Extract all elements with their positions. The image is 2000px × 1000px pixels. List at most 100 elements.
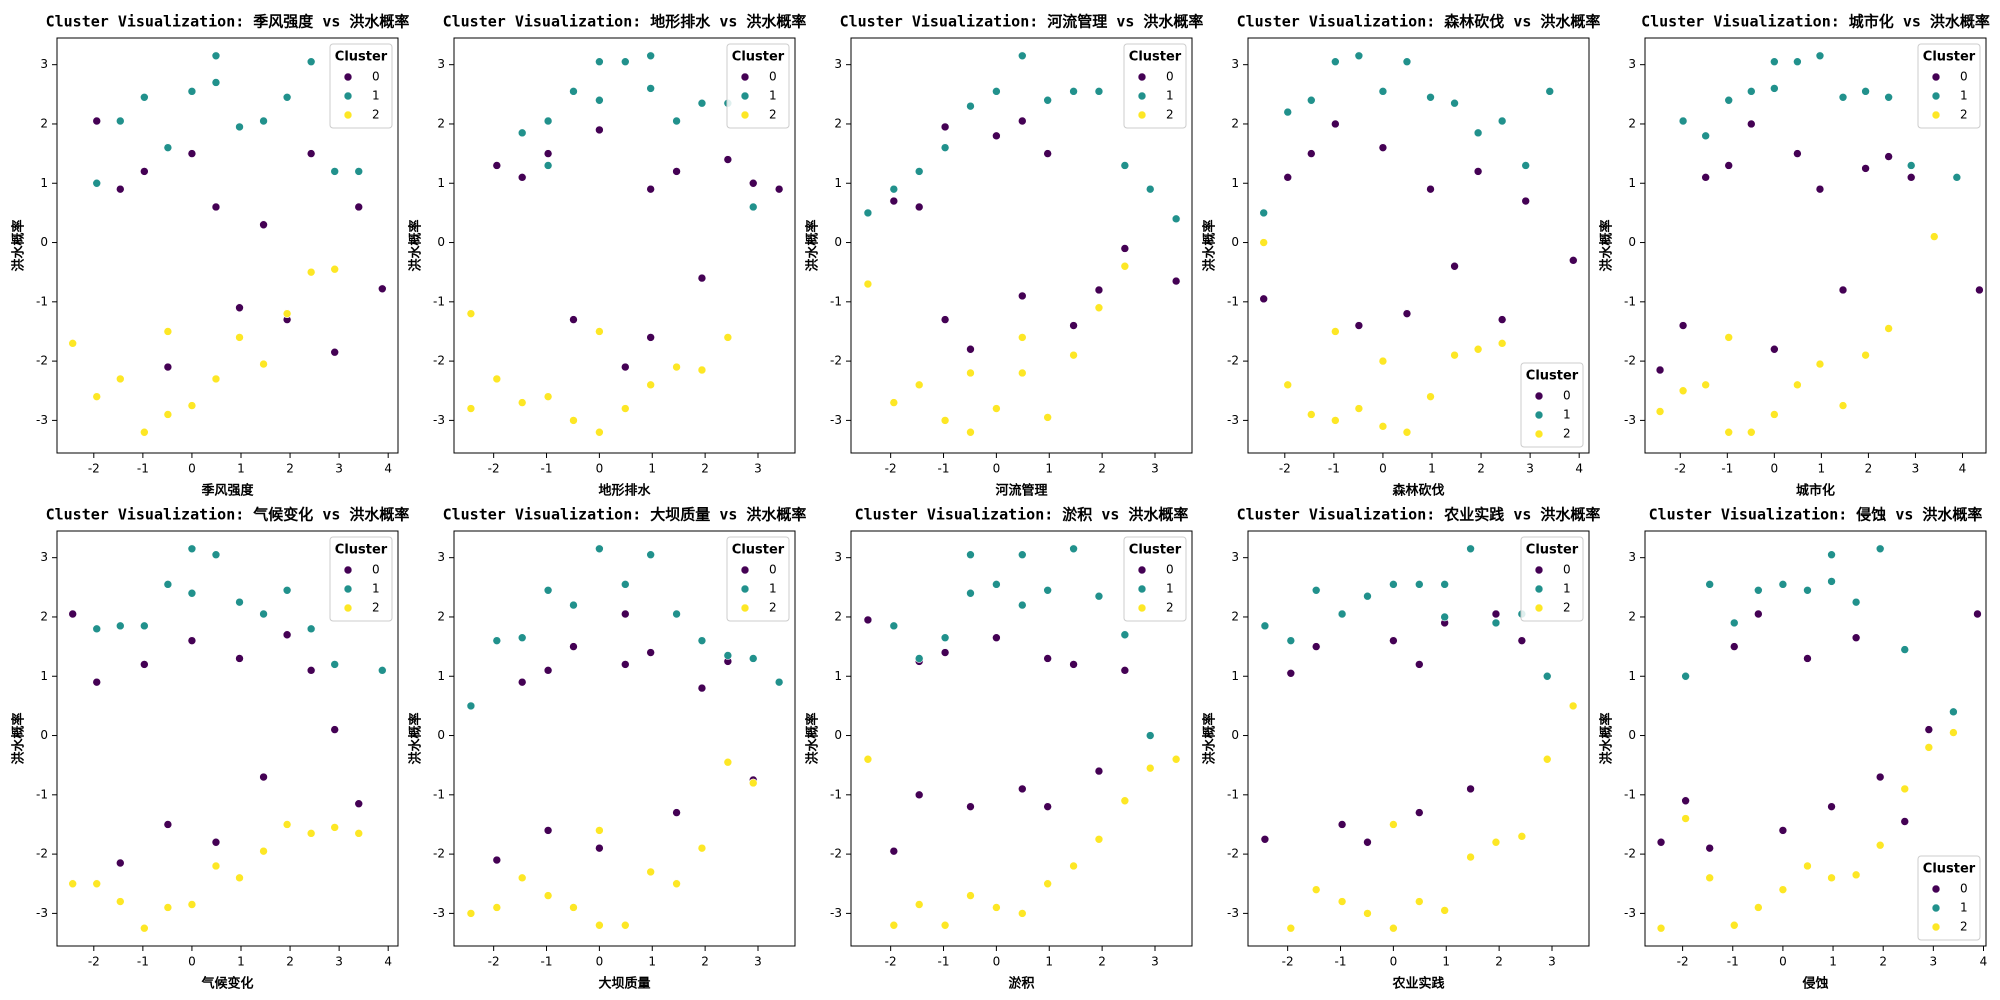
subplot: Cluster Visualization: 侵蚀 vs 洪水概率 -2 -1 0 1 2… — [1599, 506, 1988, 992]
y-tick-label: -3 — [830, 413, 842, 427]
legend-box — [726, 43, 790, 129]
point — [1815, 359, 1825, 369]
point — [1259, 294, 1269, 304]
x-tick-label: 0 — [1779, 955, 1787, 969]
point — [1803, 585, 1812, 595]
point — [966, 344, 975, 354]
y-tick-label: 3 — [1231, 57, 1239, 71]
point — [1306, 149, 1316, 158]
point — [1778, 885, 1788, 894]
y-tick-label: 0 — [1628, 235, 1636, 249]
point — [889, 621, 899, 631]
y-tick-label: -2 — [830, 354, 842, 368]
point — [723, 155, 733, 164]
legend-marker — [1534, 429, 1544, 439]
y-tick-label: -1 — [36, 294, 48, 308]
point — [140, 621, 149, 631]
x-tick-label: 4 — [1959, 462, 1967, 476]
plot-frame — [1247, 530, 1590, 947]
y-tick-label: 0 — [834, 235, 842, 249]
y-tick-label: -3 — [433, 906, 445, 920]
point — [115, 116, 125, 126]
x-tick-label: 3 — [1151, 462, 1159, 476]
legend-marker — [1137, 584, 1147, 594]
point — [889, 846, 899, 856]
legend: Cluster 0 1 2 — [1917, 43, 1981, 129]
point — [187, 636, 197, 645]
point — [282, 820, 292, 829]
x-axis-label: 城市化 — [1796, 483, 1835, 499]
point — [517, 633, 527, 643]
point — [1803, 861, 1812, 871]
y-tick-label: 3 — [437, 550, 445, 564]
point — [1306, 410, 1316, 419]
y-tick-label: -1 — [1227, 294, 1239, 308]
x-tick-label: -1 — [1721, 462, 1733, 476]
y-tick-label: -1 — [433, 787, 445, 801]
point — [330, 264, 340, 274]
y-axis-label: 洪水概率 — [805, 712, 821, 764]
point — [1311, 585, 1321, 595]
x-tick-label: 0 — [188, 462, 196, 476]
x-tick-label: 3 — [1526, 462, 1534, 476]
legend-marker — [1931, 884, 1941, 894]
subplot: Cluster Visualization: 地形排水 vs 洪水概率 -2 -1 0… — [408, 13, 807, 499]
point — [1389, 580, 1398, 589]
point — [1043, 413, 1052, 422]
point — [115, 621, 125, 631]
legend-label: 2 — [1960, 108, 1968, 122]
point — [1378, 422, 1388, 431]
point — [1906, 173, 1916, 182]
legend-marker — [740, 110, 750, 120]
point — [889, 920, 899, 930]
point — [68, 609, 78, 619]
legend-box — [1123, 536, 1187, 622]
legend-marker — [1534, 410, 1544, 420]
point — [1656, 923, 1666, 933]
point — [211, 837, 221, 847]
point — [723, 651, 733, 660]
point — [889, 398, 899, 407]
point — [1778, 826, 1788, 835]
subplot: Cluster Visualization: 河流管理 vs 洪水概率 -2 -1 0… — [805, 13, 1204, 499]
x-tick-label: 1 — [1442, 955, 1450, 969]
point — [1354, 51, 1364, 61]
point — [1861, 164, 1870, 173]
point — [1017, 51, 1027, 61]
x-tick-label: -2 — [488, 462, 500, 476]
point — [1517, 636, 1527, 645]
point — [517, 173, 527, 182]
legend-label: 1 — [1563, 582, 1571, 596]
point — [1678, 116, 1688, 126]
x-tick-label: 4 — [1980, 955, 1988, 969]
point — [1363, 909, 1372, 918]
point — [1094, 303, 1104, 313]
point — [914, 167, 924, 176]
point — [211, 51, 221, 61]
y-tick-label: 0 — [1628, 728, 1636, 742]
x-axis-label: 河流管理 — [995, 483, 1047, 499]
x-tick-label: 1 — [1428, 462, 1436, 476]
x-tick-label: -2 — [1677, 955, 1689, 969]
y-tick-label: 2 — [834, 116, 842, 130]
point — [646, 867, 655, 877]
point — [1973, 609, 1982, 619]
legend: Cluster 0 1 2 — [329, 43, 393, 129]
y-tick-label: -3 — [433, 413, 445, 427]
point — [466, 909, 476, 918]
y-tick-label: 0 — [40, 728, 48, 742]
point — [306, 829, 316, 838]
y-tick-label: 3 — [40, 550, 48, 564]
point — [1568, 701, 1578, 711]
point — [620, 580, 630, 589]
point — [306, 57, 316, 67]
point — [1043, 95, 1052, 105]
legend-label: 1 — [1563, 408, 1571, 422]
x-tick-label: 2 — [1477, 462, 1485, 476]
point — [1069, 660, 1078, 669]
point — [492, 636, 502, 645]
point — [1729, 920, 1739, 930]
point — [140, 167, 149, 176]
x-axis-label: 侵蚀 — [1801, 976, 1828, 992]
